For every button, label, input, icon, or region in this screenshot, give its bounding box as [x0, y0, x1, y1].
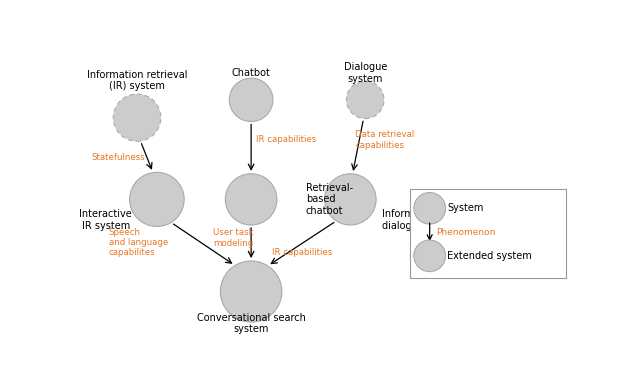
Text: Extended system: Extended system	[447, 251, 532, 261]
Ellipse shape	[324, 174, 376, 225]
Text: Information retrieval
(IR) system: Information retrieval (IR) system	[87, 70, 188, 91]
Text: Speech
and language
capabilites: Speech and language capabilites	[109, 228, 168, 257]
Text: System: System	[447, 203, 483, 213]
Text: Data retrieval
capabilities: Data retrieval capabilities	[355, 130, 415, 150]
Ellipse shape	[129, 172, 184, 227]
Text: Retrieval-
based
chatbot: Retrieval- based chatbot	[306, 183, 353, 216]
Text: User task
modeling: User task modeling	[213, 229, 253, 248]
Text: Conversational search
system: Conversational search system	[196, 313, 305, 334]
Text: IR capabilities: IR capabilities	[273, 248, 333, 257]
Text: Interactive
IR system: Interactive IR system	[79, 209, 132, 231]
FancyBboxPatch shape	[410, 189, 566, 278]
Text: Phenomenon: Phenomenon	[436, 228, 495, 237]
Text: Chatbot: Chatbot	[232, 68, 271, 78]
Ellipse shape	[220, 261, 282, 322]
Ellipse shape	[113, 94, 161, 141]
Ellipse shape	[414, 193, 445, 224]
Ellipse shape	[346, 81, 384, 119]
Text: Statefulness: Statefulness	[91, 153, 145, 162]
Text: Information-seeking
dialogue system: Information-seeking dialogue system	[381, 209, 479, 231]
Ellipse shape	[414, 240, 445, 272]
Text: IR capabilities: IR capabilities	[256, 135, 316, 144]
Ellipse shape	[225, 174, 277, 225]
Text: Dialogue
system: Dialogue system	[344, 62, 387, 84]
Ellipse shape	[229, 78, 273, 122]
